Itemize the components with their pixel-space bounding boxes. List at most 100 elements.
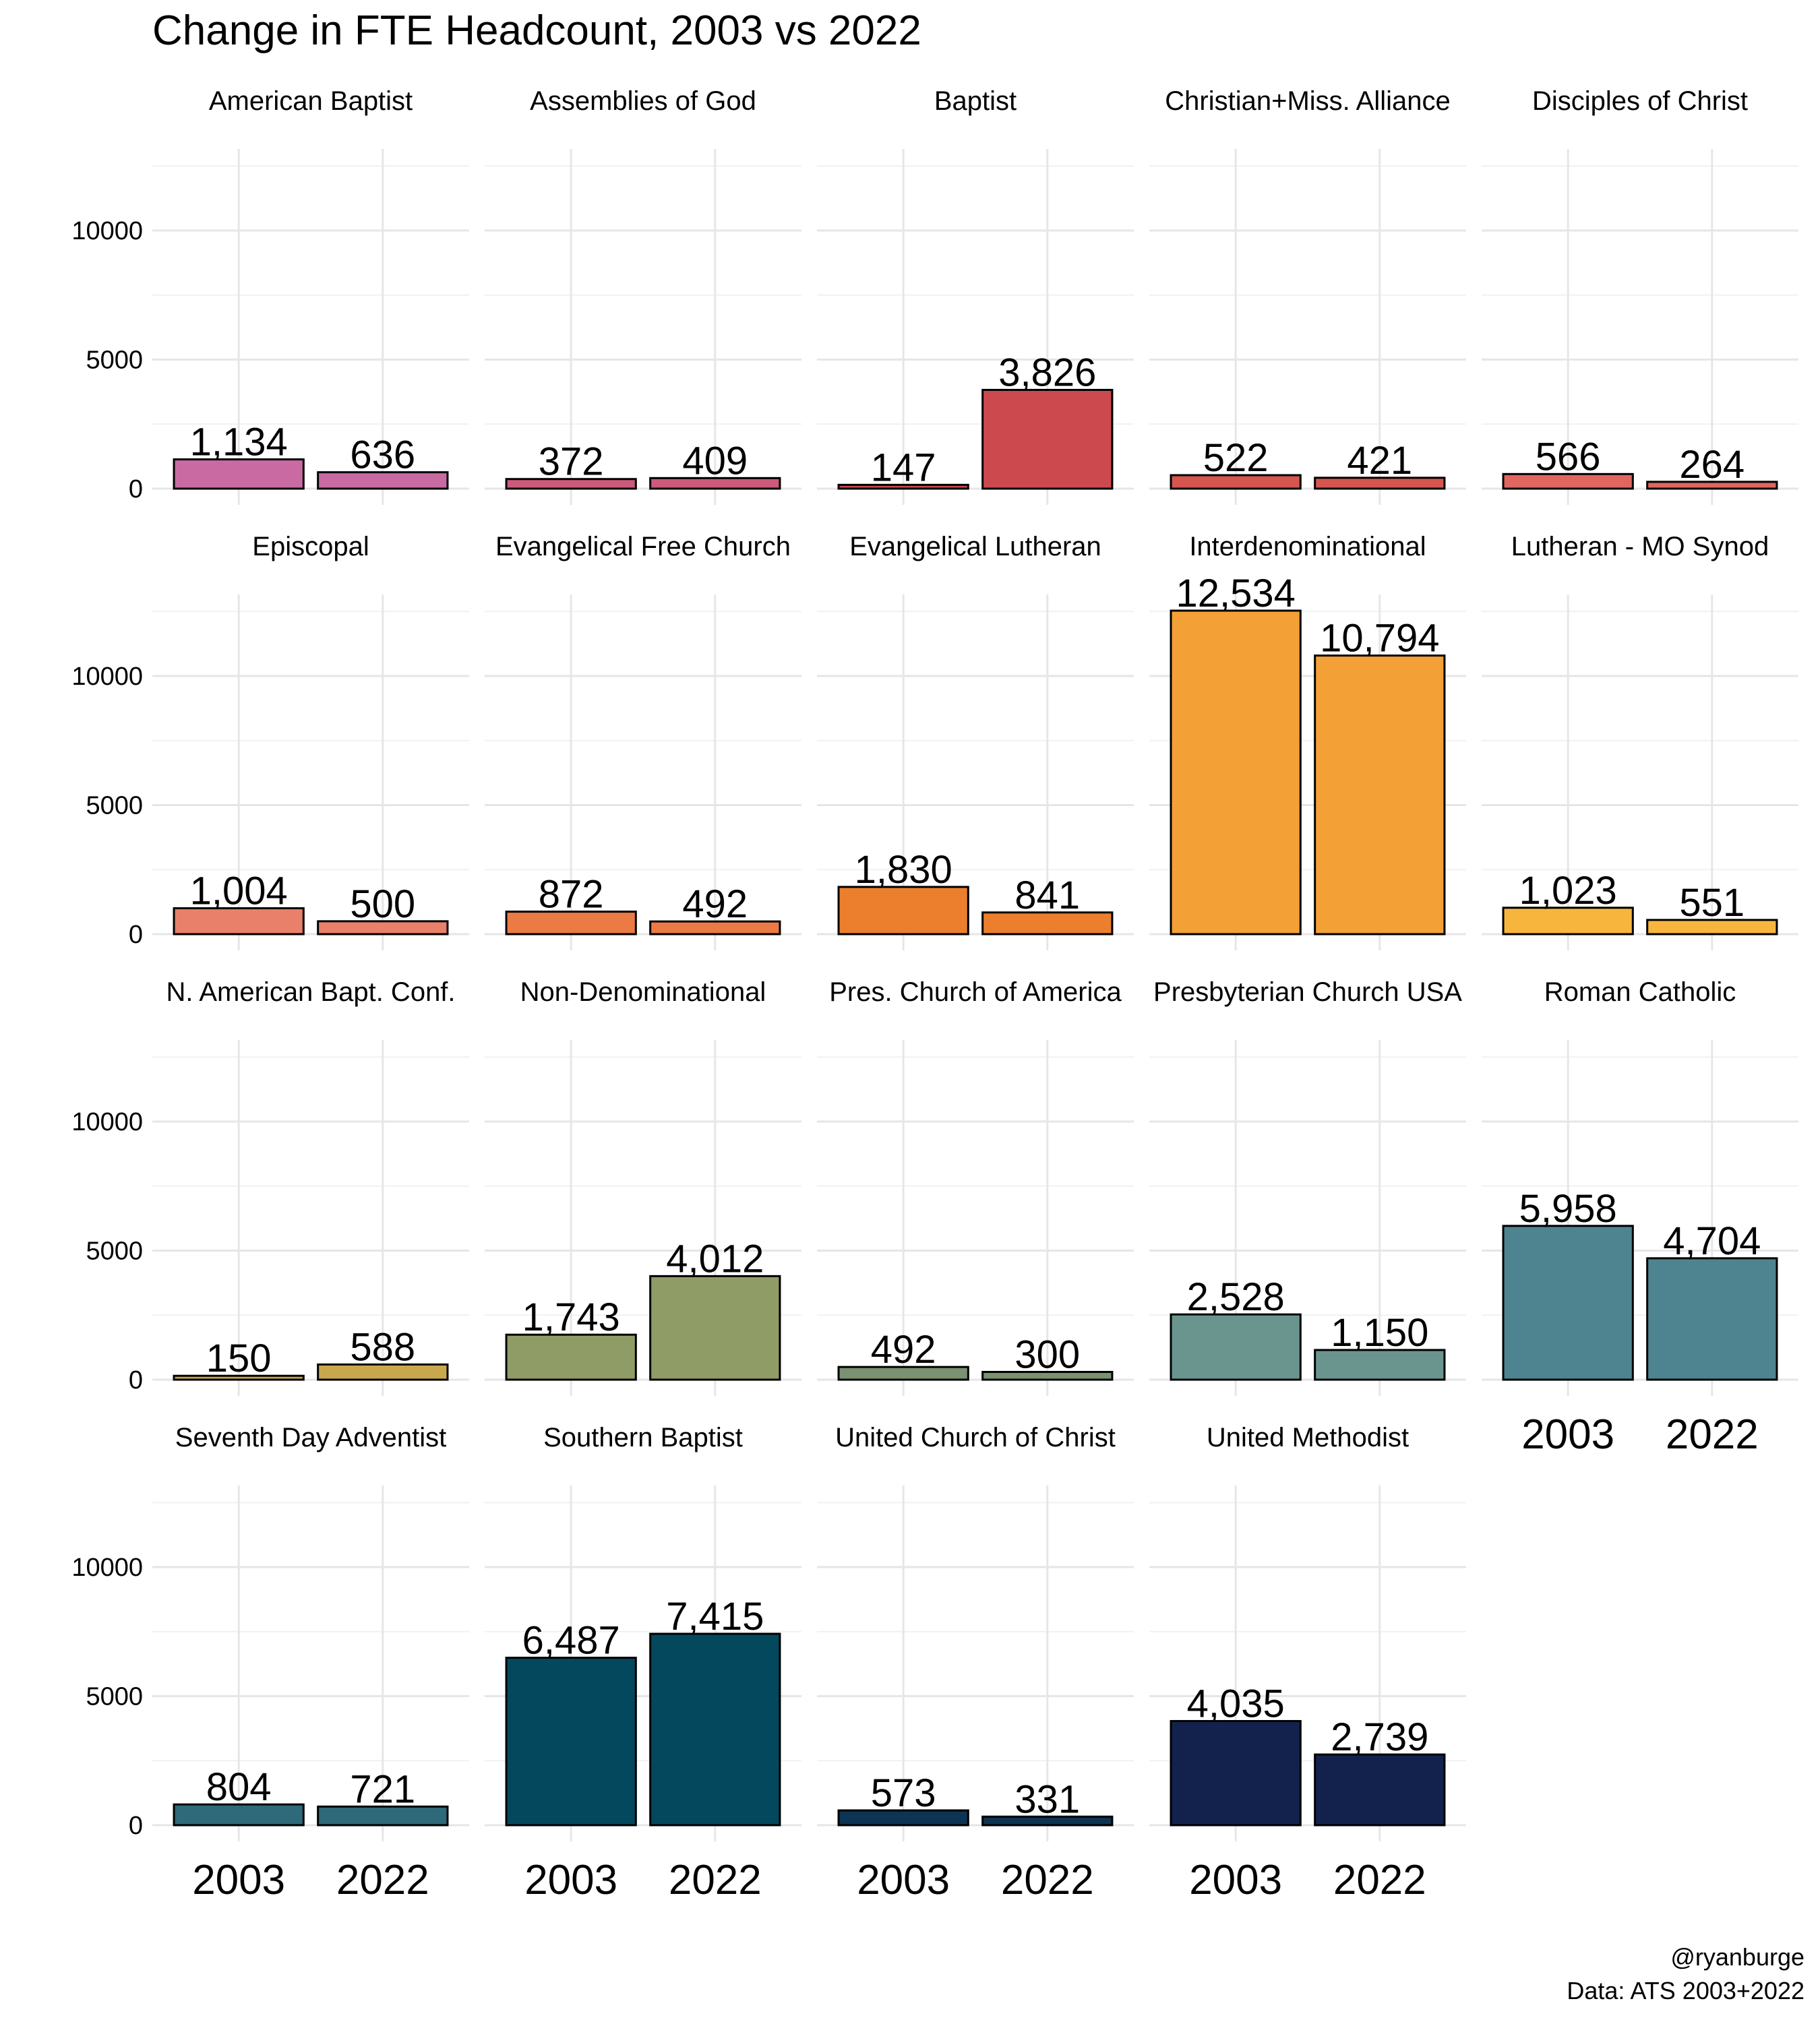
bar: [1314, 1753, 1446, 1827]
value-label: 1,743: [522, 1295, 620, 1339]
bar: [981, 388, 1114, 490]
x-tick-label: 2003: [524, 1857, 617, 1903]
bar: [837, 1809, 969, 1827]
bar: [1646, 481, 1778, 490]
value-label: 1,023: [1519, 869, 1617, 913]
panel-title: Non-Denominational: [520, 977, 766, 1007]
y-tick-label: 5000: [86, 1237, 143, 1266]
panel-title: N. American Bapt. Conf.: [166, 977, 455, 1007]
bar: [317, 471, 449, 490]
value-label: 566: [1536, 435, 1601, 479]
bar: [317, 920, 449, 936]
bar: [505, 1657, 637, 1827]
value-label: 573: [871, 1771, 936, 1815]
y-tick-label: 0: [129, 921, 143, 949]
value-label: 409: [682, 439, 748, 483]
bar: [505, 478, 637, 490]
panel-title: United Church of Christ: [835, 1423, 1116, 1452]
value-label: 3,826: [998, 350, 1096, 394]
value-label: 5,958: [1519, 1187, 1617, 1231]
value-label: 4,704: [1663, 1219, 1761, 1263]
panel-title: Seventh Day Adventist: [175, 1423, 446, 1452]
bar: [173, 458, 305, 490]
panel-title: American Baptist: [209, 86, 413, 116]
bar: [649, 1632, 781, 1827]
bar: [317, 1805, 449, 1827]
value-label: 4,035: [1187, 1682, 1285, 1725]
panel-title: Disciples of Christ: [1532, 86, 1748, 116]
bar: [1502, 907, 1634, 936]
value-label: 492: [871, 1328, 936, 1372]
bar: [1646, 1257, 1778, 1381]
panel-title: United Methodist: [1207, 1423, 1409, 1452]
value-label: 4,012: [666, 1237, 764, 1281]
panel-title: Roman Catholic: [1544, 977, 1736, 1007]
bar: [1170, 1313, 1302, 1381]
caption: @ryanburge: [1670, 1943, 1804, 1971]
value-label: 147: [871, 446, 936, 489]
bar: [173, 1803, 305, 1827]
bar: [317, 1363, 449, 1381]
bar: [649, 477, 781, 490]
x-tick-label: 2022: [669, 1857, 762, 1903]
y-tick-label: 10000: [71, 663, 143, 691]
bar: [173, 907, 305, 936]
panel-title: Pres. Church of America: [829, 977, 1122, 1007]
panel-title: Lutheran - MO Synod: [1511, 532, 1769, 561]
bar: [1314, 1349, 1446, 1381]
bar: [649, 1275, 781, 1381]
value-label: 150: [206, 1337, 272, 1380]
panel-title: Episcopal: [252, 532, 369, 561]
x-tick-label: 2022: [1333, 1857, 1426, 1903]
bar: [837, 886, 969, 936]
value-label: 1,004: [190, 869, 288, 913]
bar: [505, 911, 637, 936]
bar: [505, 1333, 637, 1381]
x-tick-label: 2003: [1189, 1857, 1282, 1903]
panel-title: Southern Baptist: [543, 1423, 743, 1452]
value-label: 522: [1203, 436, 1269, 480]
x-tick-label: 2022: [1666, 1411, 1759, 1458]
bar: [1314, 477, 1446, 490]
value-label: 804: [206, 1765, 272, 1809]
bar: [837, 1366, 969, 1381]
value-label: 12,534: [1176, 572, 1295, 615]
y-tick-label: 5000: [86, 1683, 143, 1711]
bar: [1314, 654, 1446, 936]
caption: Data: ATS 2003+2022: [1567, 1977, 1804, 2004]
bar: [837, 483, 969, 490]
bar: [981, 1371, 1114, 1381]
value-label: 264: [1679, 443, 1745, 487]
x-tick-label: 2003: [1521, 1411, 1614, 1458]
bar: [1646, 919, 1778, 936]
bar: [1502, 1225, 1634, 1381]
panel-title: Assemblies of God: [530, 86, 756, 116]
panel-title: Baptist: [934, 86, 1017, 116]
value-label: 6,487: [522, 1619, 620, 1663]
value-label: 2,739: [1331, 1715, 1428, 1759]
y-tick-label: 5000: [86, 792, 143, 820]
bar: [173, 1374, 305, 1381]
chart-title: Change in FTE Headcount, 2003 vs 2022: [152, 7, 921, 54]
panel-title: Evangelical Free Church: [495, 532, 791, 561]
value-label: 588: [350, 1325, 415, 1369]
y-tick-label: 0: [129, 475, 143, 503]
value-label: 7,415: [666, 1595, 764, 1638]
y-tick-label: 10000: [71, 1554, 143, 1582]
value-label: 841: [1014, 874, 1080, 917]
y-tick-label: 10000: [71, 217, 143, 245]
x-tick-label: 2003: [857, 1857, 950, 1903]
value-label: 1,134: [190, 421, 288, 464]
bar: [981, 911, 1114, 936]
value-label: 551: [1679, 881, 1745, 925]
value-label: 636: [350, 433, 415, 477]
panel-title: Presbyterian Church USA: [1153, 977, 1462, 1007]
value-label: 10,794: [1320, 617, 1439, 661]
value-label: 1,830: [855, 848, 952, 892]
value-label: 372: [539, 440, 604, 484]
value-label: 421: [1347, 439, 1412, 483]
bar: [1170, 1719, 1302, 1827]
value-label: 1,150: [1331, 1311, 1428, 1355]
x-tick-label: 2003: [192, 1857, 285, 1903]
